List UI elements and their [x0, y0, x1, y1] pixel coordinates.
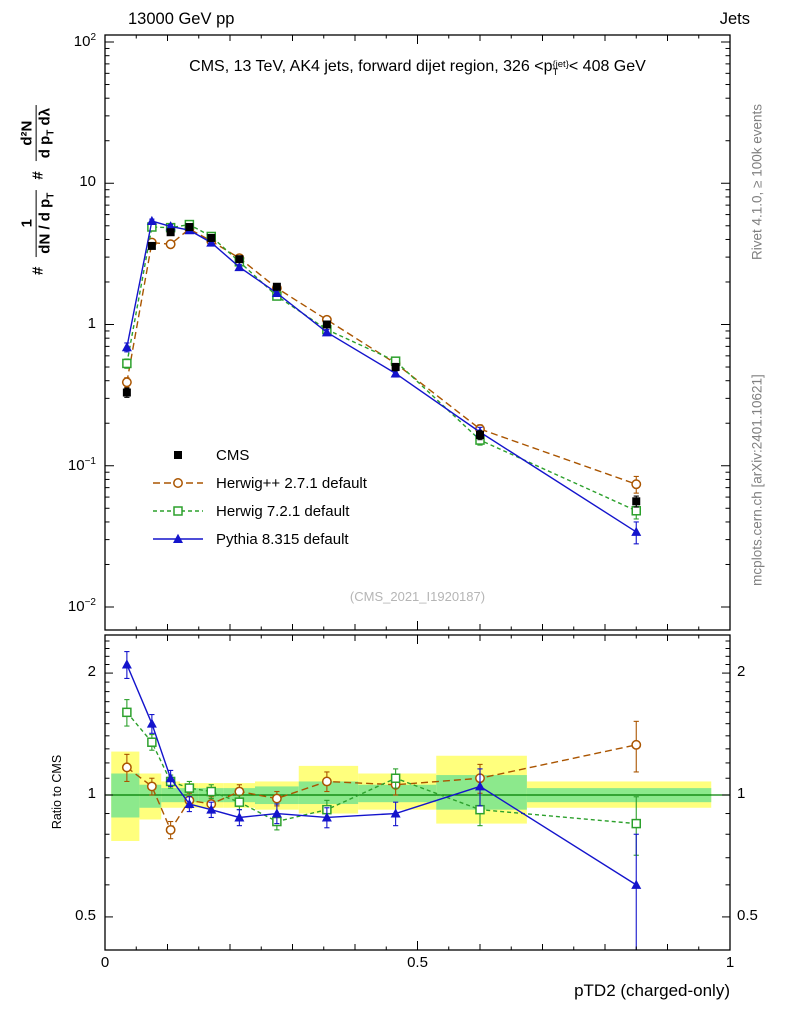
y-axis-main-tick-label: 102 — [73, 32, 96, 50]
mcplots-reference-note: mcplots.cern.ch [arXiv:2401.10621] — [749, 374, 765, 586]
ylabel-f2-den-text: d p — [36, 135, 54, 159]
analysis-id-watermark: (CMS_2021_I1920187) — [349, 589, 486, 604]
ylabel-fraction-1: 1 dN / d pT — [18, 189, 58, 257]
x-axis-tick-label: 0.5 — [407, 954, 428, 971]
ylabel-f2-den-tail: dλ — [36, 107, 54, 130]
x-axis-label: pTD2 (charged-only) — [574, 981, 730, 1000]
pt-jet-supsub: {jet} T — [552, 58, 569, 78]
pt-jet-sub: T — [552, 67, 559, 78]
legend-marker-square-open — [153, 506, 203, 516]
ylabel-hash-1: # — [29, 266, 47, 276]
y-axis-ratio-tick-label-right: 1 — [737, 785, 746, 802]
ratio-band-green — [139, 784, 162, 808]
y-axis-main-tick-label: 1 — [87, 314, 96, 332]
ratio-band-green — [298, 781, 359, 805]
ylabel-f2-den-sub: T — [45, 129, 57, 136]
legend-item: Herwig 7.2.1 default — [150, 497, 367, 525]
plot-title: CMS, 13 TeV, AK4 jets, forward dijet reg… — [105, 58, 730, 77]
rivet-version-note: Rivet 4.1.0, ≥ 100k events — [749, 104, 765, 260]
y-axis-main-tick-label: 10−1 — [67, 455, 96, 474]
legend-label: Herwig 7.2.1 default — [216, 502, 350, 520]
y-axis-main-tick-label: 10−2 — [67, 597, 96, 615]
ratio-band-green — [358, 784, 437, 803]
main-panel-series — [121, 215, 642, 545]
x-axis-tick-label: 0 — [100, 954, 110, 971]
legend-label: Pythia 8.315 default — [216, 530, 349, 548]
ylabel-f1-den-text: dN / d p — [36, 198, 54, 254]
legend-item: CMS — [150, 441, 367, 469]
legend-marker-triangle-filled — [153, 533, 203, 543]
y-axis-main-tick-label: 10 — [79, 173, 96, 191]
legend-item: Herwig++ 2.7.1 default — [150, 469, 367, 497]
legend-marker-square-filled — [174, 451, 182, 459]
legend-label: CMS — [216, 446, 250, 464]
y-axis-ratio-tick-label-left: 1 — [87, 785, 96, 802]
ylabel-f2-den: d pT dλ — [35, 104, 58, 162]
y-axis-ratio-tick-label-right: 0.5 — [737, 906, 758, 924]
y-axis-ratio-tick-label-right: 2 — [737, 663, 746, 681]
pt-jet-sup: {jet} — [552, 58, 569, 70]
legend-item: Pythia 8.315 default — [150, 525, 367, 553]
ylabel-f1-den-sub: T — [45, 192, 57, 199]
plot-title-prefix: CMS, 13 TeV, AK4 jets, forward dijet reg… — [189, 58, 553, 75]
analysis-group-label: Jets — [719, 10, 750, 28]
legend-marker-circle-open — [153, 478, 203, 488]
legend: CMS Herwig++ 2.7.1 default Herwig 7.2.1 de… — [150, 441, 367, 553]
y-axis-ratio-tick-label-left: 2 — [87, 663, 96, 681]
ylabel-f1-den: dN / d pT — [35, 189, 58, 257]
x-axis-tick-label: 1 — [725, 954, 735, 971]
ratio-panel-content — [105, 651, 730, 950]
ylabel-f2-num: d²N — [18, 120, 36, 146]
beam-energy-label: 13000 GeV pp — [128, 10, 235, 28]
ylabel-fraction-2: d²N d pT dλ — [18, 104, 58, 162]
legend-label: Herwig++ 2.7.1 default — [216, 474, 367, 492]
ylabel-f1-num: 1 — [18, 218, 36, 228]
y-axis-ratio-tick-label-left: 0.5 — [75, 906, 96, 924]
plot-title-suffix: < 408 GeV — [568, 58, 646, 75]
